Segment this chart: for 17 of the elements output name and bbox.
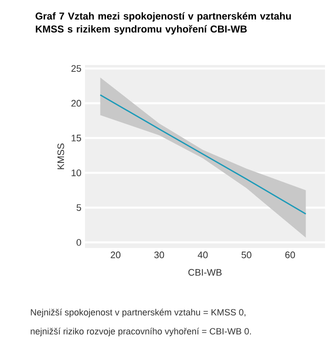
y-tick-label: 20: [71, 100, 82, 107]
x-tick-label: 40: [198, 252, 208, 258]
x-tick-label: 60: [285, 252, 295, 258]
x-tick-label: 20: [110, 252, 120, 258]
y-tick-label: 10: [72, 170, 82, 176]
x-tick-label: 50: [242, 252, 252, 258]
y-tick-label: 15: [72, 134, 82, 142]
x-tick-label: 30: [154, 252, 164, 258]
text: nejnižší riziko rozvoje pracovního vyhoření = CBI-WB 0.: [30, 328, 251, 336]
line-series: [100, 94, 306, 215]
y-tick-label: 25: [71, 65, 82, 72]
y-tick-label: 5: [76, 204, 82, 211]
x-axis-title: CBI-WB: [188, 269, 222, 276]
y-axis-title: KMSS: [57, 144, 64, 170]
text: Nejnižší spokojenost v partnerském vztahu = KMSS 0,: [30, 308, 246, 318]
chart-title: Graf 7 Vztah mezi spokojeností v partnerském vztahu KMSS s rizikem syndromu vyhoření CBI-WB: [36, 12, 291, 35]
y-tick-label: 0: [76, 239, 82, 246]
